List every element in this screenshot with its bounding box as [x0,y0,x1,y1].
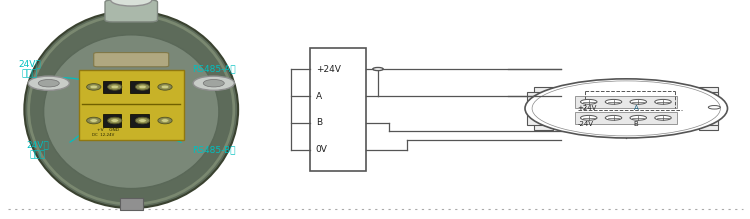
Circle shape [655,99,671,104]
Bar [575,112,677,124]
Ellipse shape [111,85,118,89]
Text: RS485-A极: RS485-A极 [192,64,236,74]
Circle shape [605,115,622,120]
Bar [130,114,149,127]
Ellipse shape [139,119,146,122]
Circle shape [655,115,671,120]
Ellipse shape [158,117,172,124]
Ellipse shape [86,117,100,124]
Bar [526,92,553,125]
Bar [103,81,122,93]
Ellipse shape [90,85,98,89]
Ellipse shape [193,76,234,90]
Ellipse shape [203,79,224,87]
Circle shape [580,99,597,104]
Circle shape [373,67,383,71]
Bar [103,114,122,127]
Text: RS485-B极: RS485-B极 [192,145,236,155]
Text: A: A [634,105,638,111]
Bar [553,96,699,121]
Bar [704,92,718,125]
Text: 24V电
源正极: 24V电 源正极 [19,59,41,79]
Circle shape [630,115,646,120]
Text: B: B [634,121,638,127]
Ellipse shape [107,84,122,90]
Ellipse shape [111,0,152,6]
Ellipse shape [44,35,219,189]
Text: +24V: +24V [316,65,340,74]
Circle shape [630,99,646,104]
Bar [699,87,718,130]
Circle shape [708,106,720,109]
Ellipse shape [38,79,59,87]
FancyBboxPatch shape [94,53,169,67]
Circle shape [580,115,597,120]
Ellipse shape [86,84,100,90]
Circle shape [525,79,728,138]
Text: DC  12-24V: DC 12-24V [92,133,115,137]
Ellipse shape [111,119,118,122]
Ellipse shape [107,117,122,124]
Bar [575,96,677,108]
Ellipse shape [161,119,169,122]
Text: B: B [316,118,322,127]
Text: 24V电
源负极: 24V电 源负极 [26,140,49,160]
Circle shape [605,99,622,104]
Bar [79,70,184,140]
Ellipse shape [135,84,149,90]
Text: -24V: -24V [578,121,593,127]
Ellipse shape [158,84,172,90]
Bar [120,198,142,210]
Text: +V    GND: +V GND [98,128,119,132]
FancyBboxPatch shape [105,0,158,22]
Bar [130,81,149,93]
Ellipse shape [90,119,98,122]
Ellipse shape [161,85,169,89]
Bar [310,48,366,171]
Ellipse shape [135,117,149,124]
Circle shape [532,81,721,136]
Text: 0V: 0V [316,145,328,154]
Ellipse shape [28,76,69,90]
Ellipse shape [139,85,146,89]
Text: +24V: +24V [578,105,597,111]
Ellipse shape [25,11,239,208]
Bar [534,87,553,130]
Text: A: A [316,92,322,101]
